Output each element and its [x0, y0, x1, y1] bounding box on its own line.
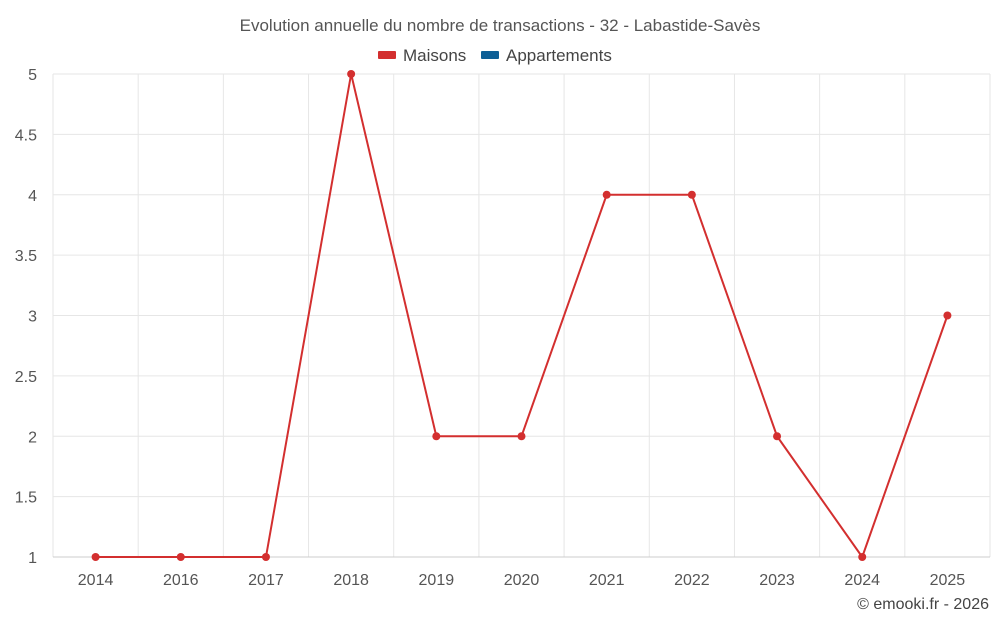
- y-tick-label: 2: [28, 429, 37, 446]
- y-tick-label: 1: [28, 550, 37, 567]
- legend-label-appartements: Appartements: [506, 46, 612, 65]
- y-tick-label: 4: [28, 188, 37, 205]
- data-point[interactable]: [773, 432, 782, 441]
- x-tick-label: 2024: [844, 572, 880, 589]
- legend-swatch-appartements: [481, 51, 499, 59]
- data-point[interactable]: [602, 190, 611, 199]
- data-point[interactable]: [858, 553, 867, 561]
- y-tick-label: 3.5: [15, 248, 37, 265]
- y-tick-label: 5: [28, 67, 37, 84]
- data-point[interactable]: [687, 190, 696, 199]
- legend-item-maisons[interactable]: Maisons: [378, 46, 466, 65]
- chart-title: Evolution annuelle du nombre de transact…: [240, 16, 761, 35]
- x-tick-label: 2019: [419, 572, 455, 589]
- x-tick-label: 2021: [589, 572, 625, 589]
- data-point[interactable]: [347, 70, 356, 78]
- x-tick-label: 2025: [930, 572, 966, 589]
- y-axis-ticks: 1 1.5 2 2.5 3 3.5 4 4.5 5: [15, 67, 37, 567]
- data-point[interactable]: [91, 553, 100, 561]
- x-axis-ticks: 2014 2016 2017 2018 2019 2020 2021 2022 2023 2024…: [78, 572, 966, 589]
- x-tick-label: 2014: [78, 572, 114, 589]
- credit-text: © emooki.fr - 2026: [857, 596, 989, 613]
- x-tick-label: 2022: [674, 572, 710, 589]
- series-maisons: [91, 70, 952, 561]
- data-point[interactable]: [432, 432, 441, 441]
- y-tick-label: 4.5: [15, 127, 37, 144]
- data-point[interactable]: [261, 553, 270, 561]
- legend-item-appartements[interactable]: Appartements: [481, 46, 612, 65]
- legend-swatch-maisons: [378, 51, 396, 59]
- x-tick-label: 2017: [248, 572, 284, 589]
- x-tick-label: 2020: [504, 572, 540, 589]
- data-point[interactable]: [176, 553, 185, 561]
- legend-label-maisons: Maisons: [403, 46, 466, 65]
- data-point[interactable]: [517, 432, 526, 441]
- y-tick-label: 2.5: [15, 369, 37, 386]
- legend: Maisons Appartements: [378, 46, 612, 65]
- x-tick-label: 2023: [759, 572, 795, 589]
- x-tick-label: 2018: [333, 572, 369, 589]
- y-tick-label: 1.5: [15, 490, 37, 507]
- y-tick-label: 3: [28, 309, 37, 326]
- gridlines: [52, 73, 991, 558]
- data-point[interactable]: [943, 311, 952, 320]
- x-tick-label: 2016: [163, 572, 199, 589]
